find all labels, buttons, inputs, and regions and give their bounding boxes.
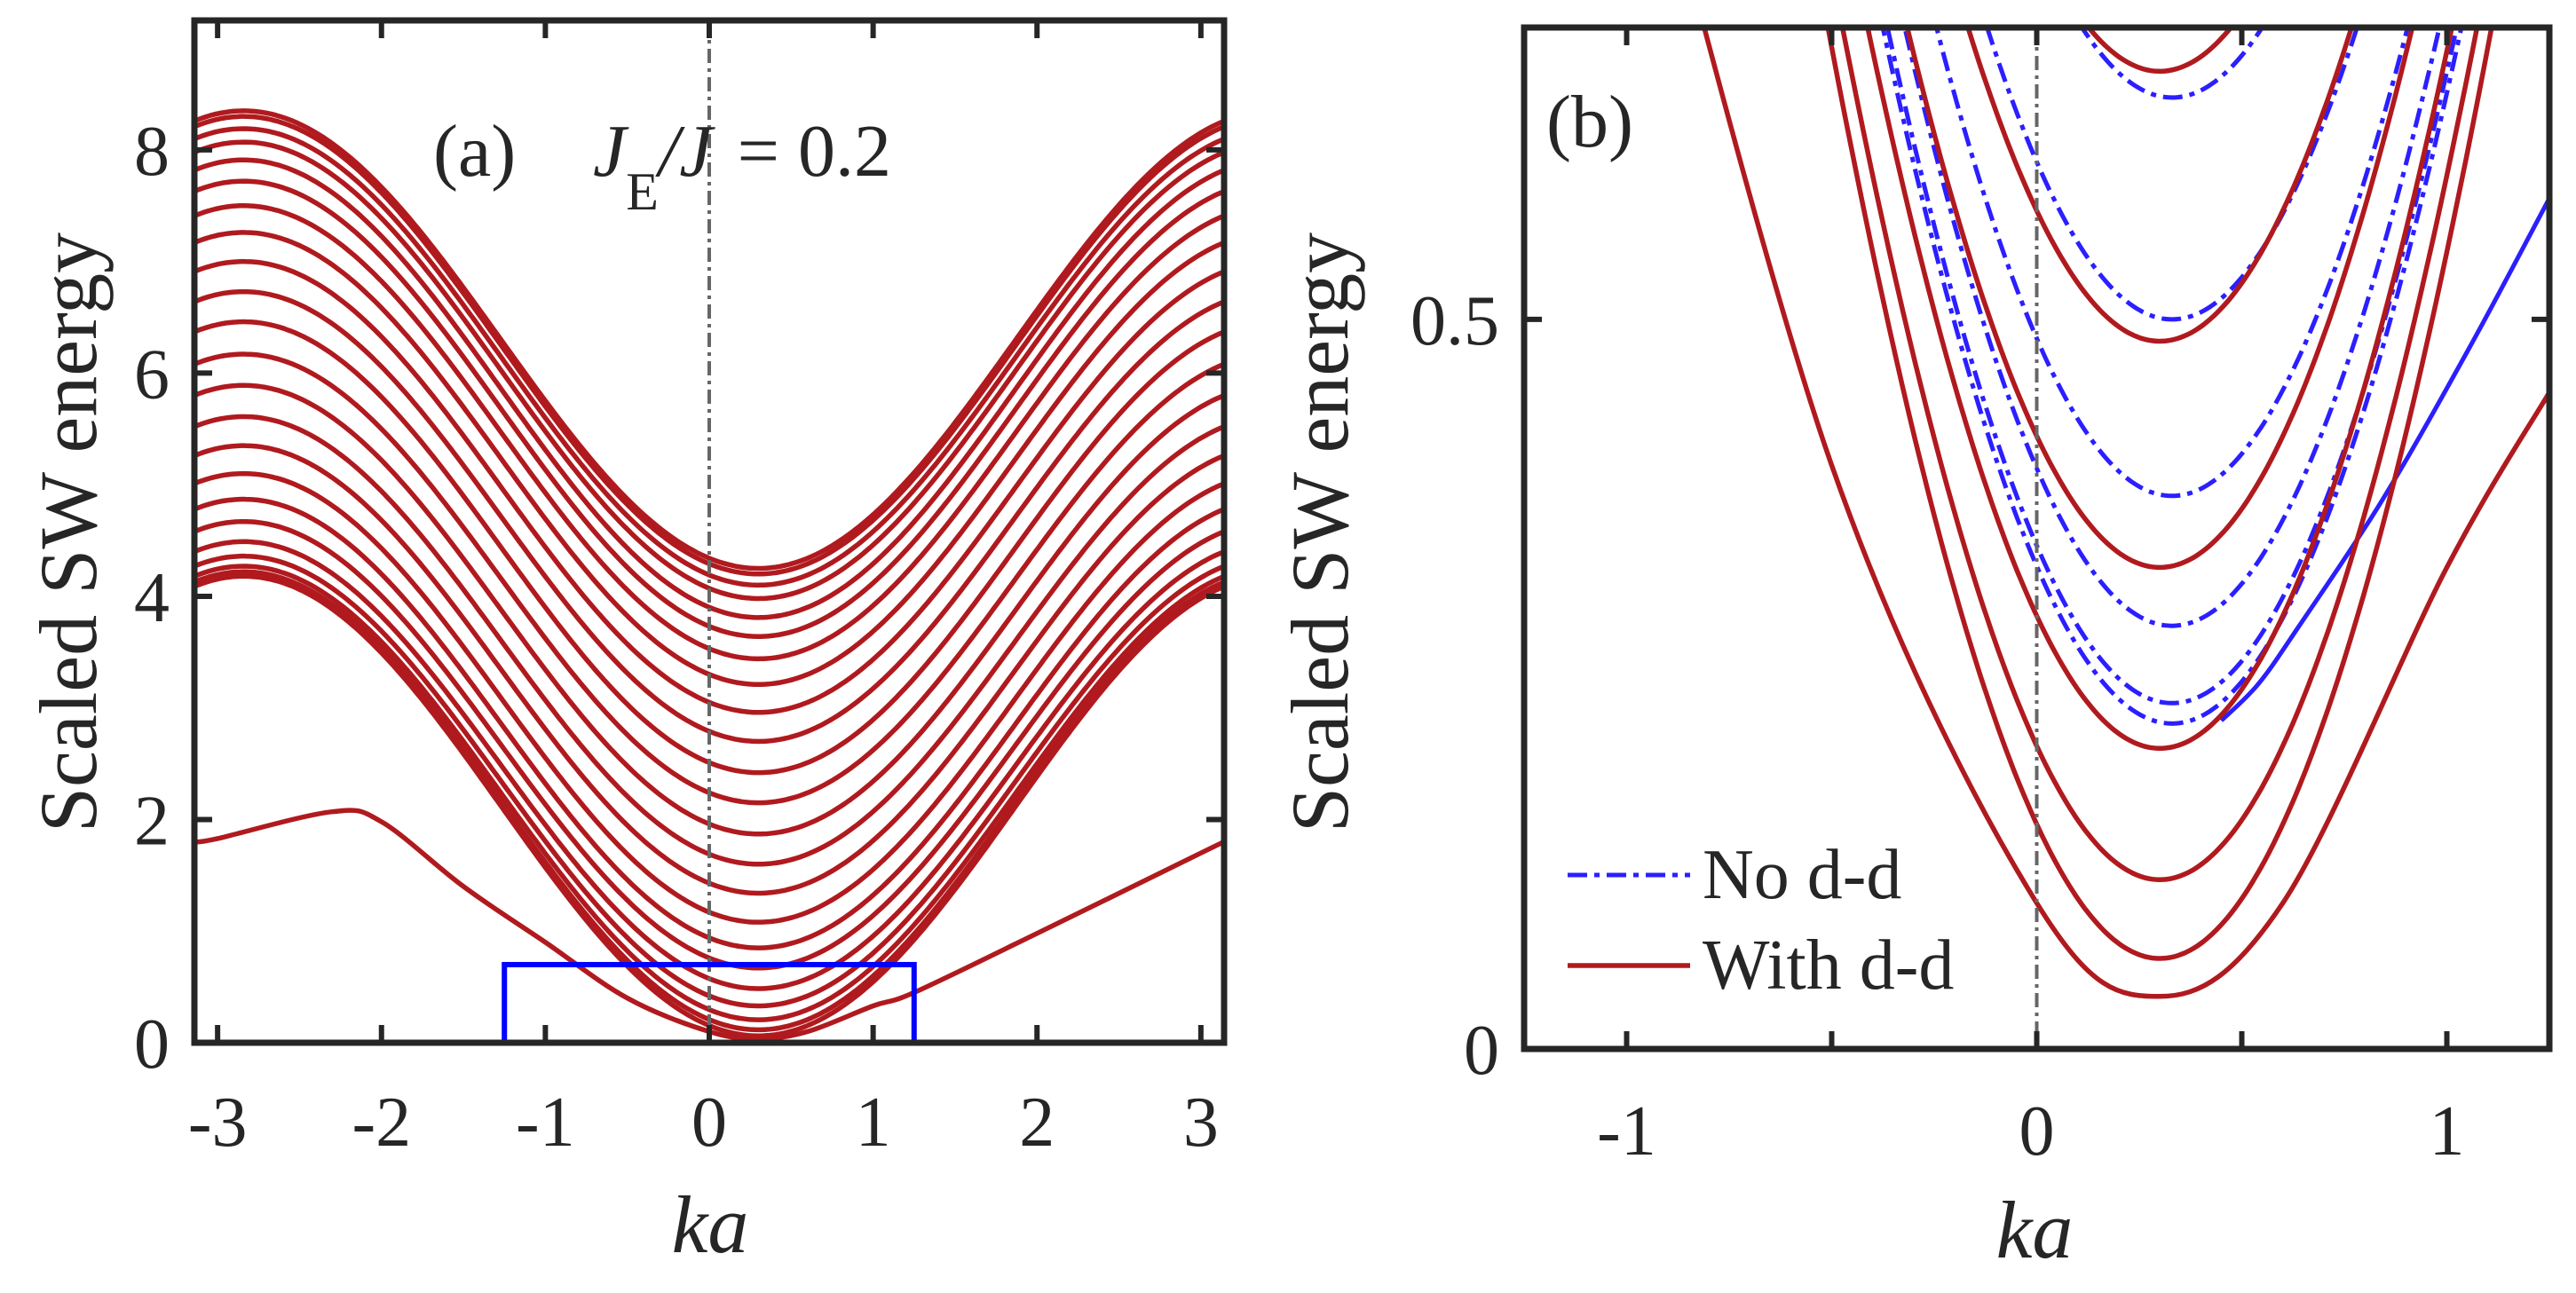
annotation-symbol: J xyxy=(593,110,629,193)
band-curve-no-d-d-0 xyxy=(1880,28,2464,726)
zoom-region-box xyxy=(502,961,917,1043)
annotation-subscript: E xyxy=(626,162,659,221)
y-tick-label: 0.5 xyxy=(1410,282,1499,360)
panel-a-ticks: -3 -2 -1 0 1 2 3 0 2 4 6 8 xyxy=(134,20,1224,1162)
panel-a-x-axis-label: ka xyxy=(672,1179,749,1270)
panel-a-y-axis-label: Scaled SW energy xyxy=(23,233,114,832)
x-tick-label: 1 xyxy=(2430,1092,2465,1171)
band-curve-with-d-d-20 xyxy=(194,564,1224,1022)
x-tick-label: 2 xyxy=(1019,1084,1055,1162)
panel-a-frame xyxy=(191,17,1228,1046)
x-tick-label: -1 xyxy=(1597,1092,1656,1171)
band-curve-with-d-d-0 xyxy=(194,108,1224,572)
y-tick-label: 2 xyxy=(134,782,170,860)
panel-a-label: (a) xyxy=(433,110,516,193)
x-tick-label: 3 xyxy=(1183,1084,1219,1162)
y-tick-label: 8 xyxy=(134,113,170,191)
panel-b: -1 0 1 0 0.5 Scaled SW energy ka (b) No d-d … xyxy=(1275,24,2553,1275)
band-curve-no-d-d-2 xyxy=(1902,28,2442,628)
y-tick-label: 4 xyxy=(134,559,170,637)
band-curve-no-d-d-3 xyxy=(1934,28,2410,499)
band-curve-with-d-d-2 xyxy=(194,126,1224,588)
panel-a-curves xyxy=(194,20,1224,1043)
x-tick-label: 1 xyxy=(856,1084,891,1162)
panel-b-frame xyxy=(1521,24,2553,1053)
y-tick-label: 0 xyxy=(1464,1012,1499,1090)
lower-band-curve-no-d-d xyxy=(2219,197,2549,722)
y-tick-label: 0 xyxy=(134,1005,170,1084)
x-tick-label: -1 xyxy=(516,1084,575,1162)
panel-a-annotation: JE/J = 0.2 xyxy=(593,110,891,221)
legend-no-dd-label: No d-d xyxy=(1703,836,1901,914)
legend-with-dd-label: With d-d xyxy=(1703,926,1954,1005)
annotation-value: = 0.2 xyxy=(738,110,891,193)
panel-b-x-axis-label: ka xyxy=(1996,1185,2074,1275)
x-tick-label: -3 xyxy=(188,1084,248,1162)
x-tick-label: 0 xyxy=(691,1084,727,1162)
panel-b-curves xyxy=(1701,28,2549,1049)
x-tick-label: -2 xyxy=(352,1084,411,1162)
y-tick-label: 6 xyxy=(134,335,170,414)
legend: No d-d With d-d xyxy=(1568,836,1954,1005)
lower-band-curve-with-d-d xyxy=(1701,28,2549,999)
x-tick-label: 0 xyxy=(2019,1092,2055,1171)
panel-b-y-axis-label: Scaled SW energy xyxy=(1275,233,1365,832)
panel-b-label: (b) xyxy=(1546,81,1633,163)
band-curve-with-d-d-4 xyxy=(194,157,1224,620)
annotation-divider: /J xyxy=(655,110,715,193)
lower-band-curve-with-d-d xyxy=(194,808,1224,1042)
